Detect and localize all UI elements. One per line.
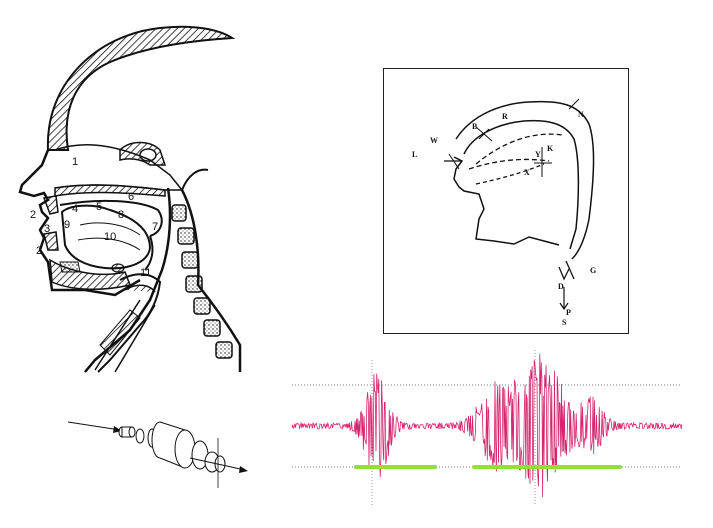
anatomy-label: 2 [36,245,42,257]
anatomy-label: 2 [30,209,36,221]
lower-teeth [43,231,59,251]
model-label: S [562,318,567,327]
vocal-tract-anatomy: 1 2 3 2 4 5 6 8 9 10 7 11 [0,0,360,380]
upper-teeth [42,195,59,215]
anatomy-label: 8 [118,209,124,221]
jaw-outline [453,156,560,246]
model-label: W [430,136,438,145]
vocal-tract-model: W L B R N Y K X G D P S [383,68,629,334]
anatomy-label: 10 [104,231,116,243]
voicing-segment [354,465,437,469]
anatomy-label: 1 [72,156,78,168]
vertebrae [171,204,233,359]
model-label: X [524,168,530,177]
anatomy-label: 6 [128,191,134,203]
face-outline [18,149,141,297]
voicing-segment [472,465,622,469]
pharynx-wall [84,187,172,373]
anatomy-label: 5 [96,201,102,213]
model-label: G [590,266,596,275]
tongue [60,204,152,270]
model-label: P [566,308,571,317]
model-label: Y [535,150,541,159]
model-label: K [547,144,554,153]
model-label: L [412,150,417,159]
epiglottis [144,235,154,271]
anatomy-label: 7 [152,221,158,233]
anatomy-label: 9 [64,219,70,231]
model-outline [455,100,595,260]
soft-palate [59,199,163,237]
waveform-trace [292,353,683,498]
skull-outline [46,25,236,151]
model-label: R [502,112,508,121]
model-label: B [472,122,478,131]
speech-waveform [292,350,688,510]
voicing-markers [354,465,622,469]
model-label: N [578,110,584,119]
larynx [97,273,162,373]
anatomy-label: 3 [44,223,50,235]
acoustic-tube-model [60,400,260,500]
tongue-contour [475,133,563,165]
model-label: D [558,282,564,291]
anatomy-label: 11 [140,267,151,279]
anatomy-label: 4 [72,203,78,215]
